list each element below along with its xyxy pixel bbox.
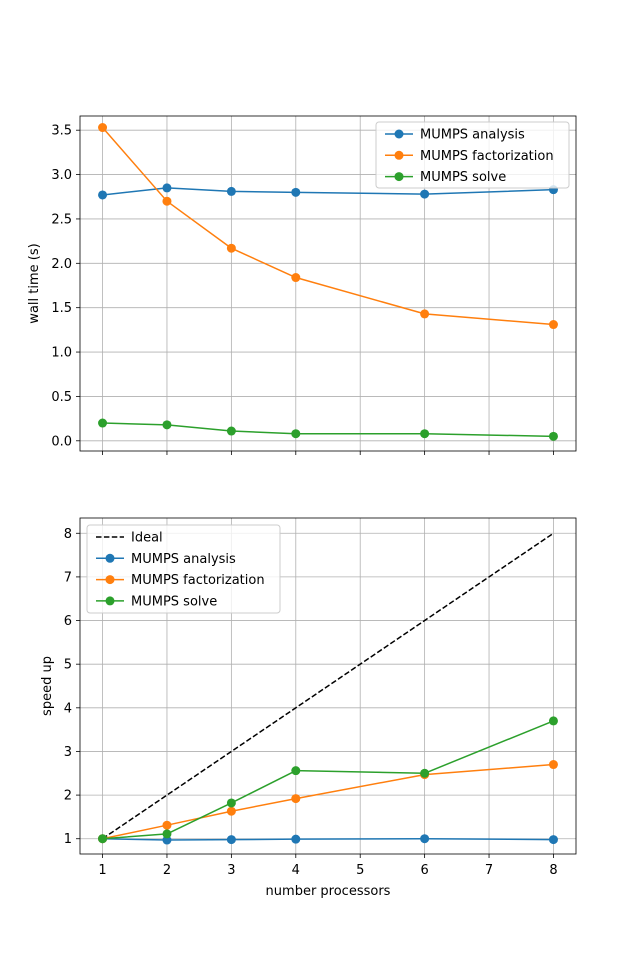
data-point [548, 760, 558, 770]
y-tick-label: 2 [64, 789, 72, 804]
data-point [162, 196, 172, 206]
data-point [291, 794, 301, 804]
y-tick-label: 1.0 [51, 346, 72, 361]
data-point [226, 426, 236, 436]
legend: Ideal MUMPS analysis MUMPS factorization MU… [86, 524, 281, 614]
legend-box [375, 121, 570, 189]
chart-wall-time: 0.0 0.5 1.0 1.5 2.0 2.5 3.0 3.5 wall time (s) MUM… [27, 115, 577, 455]
legend-label: Ideal [131, 531, 163, 546]
y-tick-label: 2.5 [51, 212, 72, 227]
data-point [98, 418, 108, 428]
legend-marker [394, 150, 404, 160]
legend-label: MUMPS solve [420, 170, 506, 185]
x-tick-label: 4 [292, 863, 300, 878]
x-tick-label: 1 [98, 863, 106, 878]
series-line-mumps-factorization [102, 763, 554, 840]
y-tick-label: 0.5 [51, 390, 72, 405]
x-tick-label: 6 [420, 863, 428, 878]
axes-frame [79, 517, 577, 855]
data-point [98, 123, 108, 133]
legend-label: MUMPS factorization [420, 149, 554, 164]
legend-marker [105, 596, 115, 606]
chart-speed-up: 1 2 3 4 5 6 7 8 1 2 3 4 5 6 7 8 speed up number processor… [40, 517, 577, 899]
y-tick-label: 6 [64, 614, 72, 629]
y-tick-label: 4 [64, 701, 72, 716]
y-tick-label: 3.5 [51, 124, 72, 139]
legend: MUMPS analysis MUMPS factorization MUMPS s… [375, 121, 570, 189]
y-tick-label: 0.0 [51, 434, 72, 449]
y-tick-label: 1 [64, 832, 72, 847]
legend-marker [394, 129, 404, 139]
data-point [548, 320, 558, 330]
series-line-mumps-factorization [101, 127, 554, 326]
data-point [226, 835, 236, 845]
series-line-ideal [102, 532, 554, 840]
data-point [420, 189, 430, 199]
legend-marker [394, 172, 404, 182]
data-point [548, 431, 558, 441]
y-tick-label: 7 [64, 570, 72, 585]
x-tick-label: 7 [485, 863, 493, 878]
y-tick-label: 3.0 [51, 168, 72, 183]
x-tick-label: 8 [549, 863, 557, 878]
legend-label: MUMPS solve [131, 594, 217, 609]
y-axis-label: wall time (s) [27, 243, 42, 323]
y-tick-label: 8 [64, 527, 72, 542]
y-tick-label: 3 [64, 745, 72, 760]
x-axis-label: number processors [266, 884, 391, 899]
legend-marker [105, 575, 115, 585]
data-point [420, 768, 430, 778]
data-point [548, 835, 558, 845]
data-point [98, 190, 108, 200]
data-point [162, 829, 172, 839]
legend-label: MUMPS analysis [131, 552, 236, 567]
y-tick-label: 2.0 [51, 257, 72, 272]
data-point [226, 243, 236, 253]
data-point [420, 309, 430, 319]
data-point [291, 273, 301, 283]
data-point [162, 820, 172, 830]
legend-box [86, 524, 281, 614]
series-line-mumps-solve [102, 720, 554, 840]
data-point [226, 806, 236, 816]
data-point [226, 798, 236, 808]
legend-label: MUMPS analysis [420, 128, 525, 143]
series-line-mumps-analysis [102, 837, 554, 841]
data-point [162, 420, 172, 430]
data-point [291, 429, 301, 439]
y-axis-label: speed up [40, 656, 55, 716]
legend-label: MUMPS factorization [131, 573, 265, 588]
axes-frame [79, 115, 577, 452]
data-point [291, 766, 301, 776]
data-point [420, 429, 430, 439]
data-point [420, 834, 430, 844]
y-tick-label: 1.5 [51, 301, 72, 316]
x-tick-label: 2 [163, 863, 171, 878]
y-tick-label: 5 [64, 658, 72, 673]
data-point [226, 186, 236, 196]
data-point [291, 187, 301, 197]
data-point [548, 716, 558, 726]
data-point [162, 183, 172, 193]
data-point [98, 834, 108, 844]
x-tick-label: 3 [227, 863, 235, 878]
legend-marker [105, 553, 115, 563]
series-line-mumps-solve [102, 422, 554, 438]
x-tick-label: 5 [356, 863, 364, 878]
data-point [291, 834, 301, 844]
